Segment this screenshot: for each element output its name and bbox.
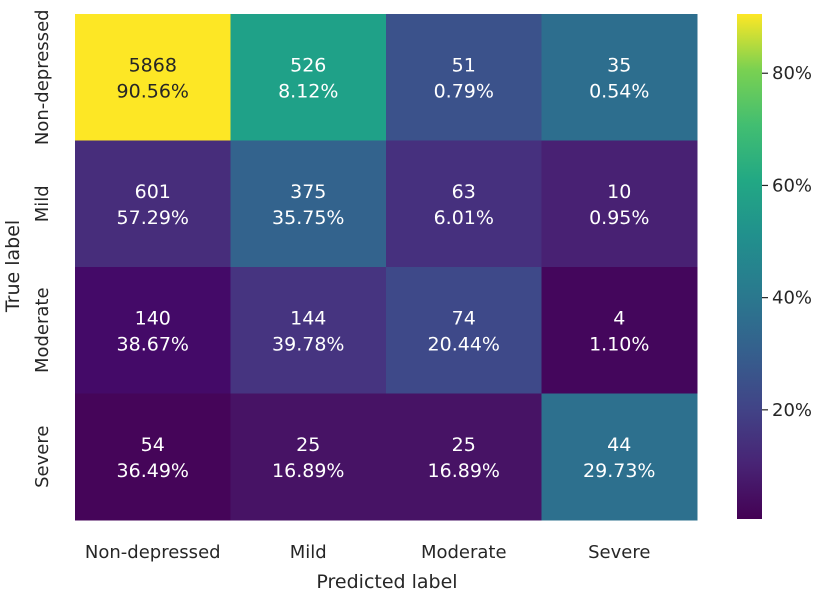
cell-percent-label: 36.49% — [117, 460, 189, 482]
colorbar-tick-label: 80% — [772, 63, 812, 84]
heatmap-cell-labels: 5868 90.56% 526 8.12% 51 0.79% 35 0.54% 601 57.29… — [117, 54, 656, 482]
cell-count-label: 5868 — [129, 54, 177, 76]
cell-count-label: 44 — [607, 434, 631, 456]
colorbar-tick-label: 20% — [772, 400, 812, 421]
cell-percent-label: 8.12% — [278, 80, 338, 102]
heatmap-cell — [75, 393, 231, 521]
colorbar-ticks: 20% 40% 60% 80% — [762, 63, 812, 421]
heatmap-cell — [230, 267, 387, 394]
cell-count-label: 54 — [141, 434, 165, 456]
cell-percent-label: 38.67% — [117, 333, 189, 355]
cell-percent-label: 20.44% — [428, 333, 500, 355]
cell-count-label: 4 — [613, 307, 625, 329]
cell-count-label: 526 — [290, 54, 326, 76]
x-tick-label: Severe — [588, 542, 650, 563]
heatmap-cell — [75, 14, 231, 141]
heatmap-cell — [541, 267, 698, 394]
heatmap-cell — [541, 393, 698, 521]
cell-percent-label: 0.54% — [589, 80, 649, 102]
cell-percent-label: 35.75% — [272, 207, 344, 229]
y-axis-title: True label — [2, 220, 24, 313]
cell-count-label: 35 — [607, 54, 631, 76]
heatmap-cell — [75, 140, 231, 268]
heatmap-cell — [386, 140, 542, 268]
y-axis-ticks: Non-depressed Mild Moderate Severe — [32, 9, 53, 487]
cell-count-label: 51 — [452, 54, 476, 76]
cell-count-label: 10 — [607, 181, 631, 203]
y-tick-label: Non-depressed — [32, 9, 53, 145]
cell-percent-label: 16.89% — [428, 460, 500, 482]
y-tick-label: Severe — [32, 426, 53, 488]
x-tick-label: Mild — [290, 542, 327, 563]
colorbar-tick-label: 40% — [772, 288, 812, 309]
cell-percent-label: 1.10% — [589, 333, 649, 355]
cell-percent-label: 57.29% — [117, 207, 189, 229]
cell-percent-label: 0.95% — [589, 207, 649, 229]
x-axis-title: Predicted label — [316, 571, 457, 593]
heatmap-cell — [386, 393, 542, 521]
colorbar — [737, 14, 762, 519]
heatmap-cell — [541, 14, 698, 141]
cell-count-label: 25 — [296, 434, 320, 456]
x-tick-label: Moderate — [421, 542, 507, 563]
heatmap-cell — [230, 14, 387, 141]
heatmap-cell — [230, 140, 387, 268]
x-axis-ticks: Non-depressed Mild Moderate Severe — [85, 542, 650, 563]
y-tick-label: Mild — [32, 185, 53, 222]
y-tick-label: Moderate — [32, 287, 53, 373]
cell-percent-label: 39.78% — [272, 333, 344, 355]
heatmap-cells — [75, 14, 698, 521]
colorbar-tick-label: 60% — [772, 175, 812, 196]
cell-percent-label: 16.89% — [272, 460, 344, 482]
heatmap-cell — [386, 14, 542, 141]
x-tick-label: Non-depressed — [85, 542, 221, 563]
heatmap-cell — [75, 267, 231, 394]
cell-percent-label: 29.73% — [583, 460, 655, 482]
heatmap-cell — [386, 267, 542, 394]
cell-count-label: 140 — [135, 307, 171, 329]
heatmap-cell — [230, 393, 387, 521]
cell-percent-label: 90.56% — [117, 80, 189, 102]
cell-count-label: 25 — [452, 434, 476, 456]
heatmap-cell — [541, 140, 698, 268]
cell-count-label: 144 — [290, 307, 326, 329]
cell-percent-label: 6.01% — [434, 207, 494, 229]
cell-percent-label: 0.79% — [434, 80, 494, 102]
cell-count-label: 74 — [452, 307, 476, 329]
cell-count-label: 601 — [135, 181, 171, 203]
cell-count-label: 375 — [290, 181, 326, 203]
cell-count-label: 63 — [452, 181, 476, 203]
